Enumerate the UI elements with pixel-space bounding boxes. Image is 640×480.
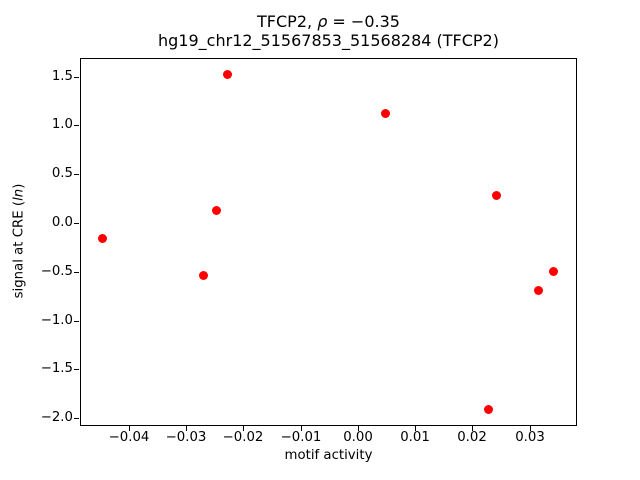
x-tick-mark bbox=[471, 426, 473, 431]
data-point bbox=[533, 285, 543, 295]
y-tick-mark bbox=[74, 320, 79, 322]
data-point bbox=[549, 267, 559, 277]
y-axis-label-close: ) bbox=[11, 183, 27, 189]
y-tick-label: 1.0 bbox=[51, 117, 73, 132]
y-tick-label: −2.0 bbox=[40, 410, 73, 425]
y-tick-label: −0.5 bbox=[40, 264, 73, 279]
y-axis-label: signal at CRE (ln) bbox=[12, 184, 27, 299]
y-tick-mark bbox=[74, 417, 79, 419]
x-tick-label: −0.02 bbox=[222, 430, 264, 445]
y-tick-label: 0.5 bbox=[51, 166, 73, 181]
data-point bbox=[492, 191, 502, 201]
x-axis-label: motif activity bbox=[284, 448, 373, 463]
x-tick-mark bbox=[128, 426, 130, 431]
x-tick-mark bbox=[300, 426, 302, 431]
x-tick-label: 0.03 bbox=[515, 430, 545, 445]
y-tick-mark bbox=[74, 368, 79, 370]
y-axis-label-ln: ln bbox=[11, 188, 27, 201]
data-point bbox=[223, 70, 233, 80]
y-tick-label: 1.5 bbox=[51, 69, 73, 84]
y-tick-label: −1.5 bbox=[40, 361, 73, 376]
data-point bbox=[484, 404, 494, 414]
x-tick-label: −0.04 bbox=[108, 430, 150, 445]
y-tick-mark bbox=[74, 173, 79, 175]
chart-title-line1: TFCP2, ρ = −0.35 bbox=[80, 12, 577, 31]
y-tick-label: −1.0 bbox=[40, 313, 73, 328]
title-correlation-value: = −0.35 bbox=[327, 12, 400, 31]
x-tick-mark bbox=[357, 426, 359, 431]
x-tick-label: 0.00 bbox=[343, 430, 373, 445]
y-axis-label-text: signal at CRE ( bbox=[11, 200, 27, 299]
x-tick-mark bbox=[242, 426, 244, 431]
plot-area bbox=[79, 57, 577, 426]
x-tick-label: −0.03 bbox=[165, 430, 207, 445]
x-tick-label: 0.02 bbox=[457, 430, 487, 445]
title-rho-symbol: ρ bbox=[317, 12, 328, 31]
x-tick-label: 0.01 bbox=[400, 430, 430, 445]
y-tick-label: 0.0 bbox=[51, 215, 73, 230]
y-tick-mark bbox=[74, 271, 79, 273]
y-tick-mark bbox=[74, 222, 79, 224]
y-tick-mark bbox=[74, 124, 79, 126]
x-tick-mark bbox=[185, 426, 187, 431]
y-tick-mark bbox=[74, 76, 79, 78]
data-point bbox=[198, 271, 208, 281]
chart-title: TFCP2, ρ = −0.35 hg19_chr12_51567853_515… bbox=[80, 12, 577, 50]
x-tick-mark bbox=[529, 426, 531, 431]
data-point bbox=[97, 234, 107, 244]
chart-title-line2: hg19_chr12_51567853_51568284 (TFCP2) bbox=[158, 31, 499, 50]
x-tick-label: −0.01 bbox=[280, 430, 322, 445]
data-point bbox=[380, 109, 390, 119]
data-point bbox=[211, 205, 221, 215]
x-tick-mark bbox=[414, 426, 416, 431]
title-gene: TFCP2, bbox=[257, 12, 318, 31]
